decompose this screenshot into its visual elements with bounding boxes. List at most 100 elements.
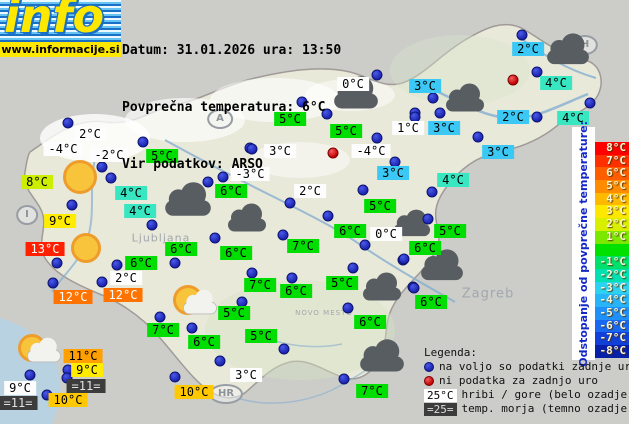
station-dot-blue xyxy=(584,97,596,109)
station-dot-blue xyxy=(427,92,439,104)
temp-label: 1°C xyxy=(392,121,424,135)
temp-label: 5°C xyxy=(218,306,250,320)
road-sign-a: A xyxy=(207,109,233,129)
road-sign-hr: HR xyxy=(208,384,244,404)
temp-label: 6°C xyxy=(334,224,366,238)
station-dot-blue xyxy=(398,253,410,265)
temp-label: 4°C xyxy=(557,111,589,125)
scale-block: 4°C xyxy=(595,192,629,206)
scale-title: Odstopanje od povprečne temperature: xyxy=(577,120,590,367)
station-dot-blue xyxy=(531,111,543,123)
temp-label: -2°C xyxy=(89,148,129,162)
header: Datum: 31.01.2026 ura: 13:50 Povprečna t… xyxy=(122,3,341,212)
scale-block: -7°C xyxy=(595,332,629,345)
legend-item: na voljo so podatki zadnje ure xyxy=(424,360,629,374)
station-dot-blue xyxy=(186,322,198,334)
temp-label: 3°C xyxy=(409,79,441,93)
temp-label: -4°C xyxy=(351,144,391,158)
station-dot-blue xyxy=(169,371,181,383)
station-dot-blue xyxy=(154,311,166,323)
temp-label: -4°C xyxy=(43,142,83,156)
station-dot-blue xyxy=(214,355,226,367)
legend-red-dot-icon xyxy=(424,376,434,386)
sun-icon xyxy=(71,233,101,263)
station-dot-blue xyxy=(96,161,108,173)
temp-label: 5°C xyxy=(326,276,358,290)
temp-label: 6°C xyxy=(220,246,252,260)
station-dot-blue xyxy=(137,136,149,148)
legend-items: na voljo so podatki zadnje ure ni podatka… xyxy=(424,360,629,416)
header-avg-temp-line: Povprečna temperatura: 6°C xyxy=(122,100,326,115)
sun-cloud-icon xyxy=(183,289,217,314)
scale-blocks: 8°C 7°C 6°C 5°C 4°C 3°C 2°C 1°C -1°C -2°C -3°C -4°C… xyxy=(595,141,629,358)
legend-item-text: temp. morja (temno ozadje) xyxy=(461,402,629,415)
station-dot-blue xyxy=(278,343,290,355)
temp-label: 4°C xyxy=(540,76,572,90)
cloud-icon xyxy=(360,339,404,372)
station-dot-blue xyxy=(426,186,438,198)
temp-label: 5°C xyxy=(330,124,362,138)
legend-item: ni podatka za zadnjo uro xyxy=(424,374,629,388)
temp-label: 5°C xyxy=(274,112,306,126)
station-dot-blue xyxy=(338,373,350,385)
temp-label: 9°C xyxy=(4,381,36,395)
temp-label: 6°C xyxy=(409,241,441,255)
scale-block: 8°C xyxy=(595,141,629,155)
temp-label: 12°C xyxy=(53,290,93,304)
scale-title-strip: Odstopanje od povprečne temperature: xyxy=(572,121,595,366)
cloud-icon xyxy=(228,203,266,232)
temp-label: =11= xyxy=(66,379,106,393)
temp-label: 6°C xyxy=(125,256,157,270)
temp-label: 10°C xyxy=(48,393,88,407)
temp-label: 6°C xyxy=(354,315,386,329)
station-dot-blue xyxy=(371,69,383,81)
station-dot-blue xyxy=(434,107,446,119)
station-dot-blue xyxy=(472,131,484,143)
cloud-icon xyxy=(446,83,484,112)
scale-block xyxy=(595,243,629,257)
cloud-icon xyxy=(363,272,401,301)
station-dot-blue xyxy=(96,276,108,288)
logo-link[interactable]: info www.informacije.si xyxy=(0,0,121,57)
station-dot-blue xyxy=(24,369,36,381)
temp-label: 4°C xyxy=(437,173,469,187)
temp-label: 7°C xyxy=(356,384,388,398)
header-date-line: Datum: 31.01.2026 ura: 13:50 xyxy=(122,43,342,58)
temp-label: =11= xyxy=(0,396,38,410)
temp-label: 5°C xyxy=(364,199,396,213)
station-dot-blue xyxy=(347,262,359,274)
station-dot-blue xyxy=(286,272,298,284)
temp-label: 3°C xyxy=(482,145,514,159)
station-dot-blue xyxy=(359,239,371,251)
scale-block: -2°C xyxy=(595,268,629,282)
station-dot-blue xyxy=(169,257,181,269)
station-dot-blue xyxy=(277,229,289,241)
temp-label: 3°C xyxy=(377,166,409,180)
station-dot-blue xyxy=(296,96,308,108)
header-source-line: Vir podatkov: ARSO xyxy=(122,157,263,172)
legend-item: =25= temp. morja (temno ozadje) xyxy=(424,402,629,416)
station-dot-blue xyxy=(202,176,214,188)
station-dot-blue xyxy=(47,277,59,289)
scale-block: 6°C xyxy=(595,167,629,181)
temp-label: 9°C xyxy=(71,363,103,377)
scale-block: -3°C xyxy=(595,281,629,295)
scale-block: 1°C xyxy=(595,230,629,244)
temp-label: 11°C xyxy=(63,349,103,363)
logo-stripes: info xyxy=(0,0,121,42)
scale-block: 5°C xyxy=(595,179,629,193)
temp-label: 6°C xyxy=(165,242,197,256)
legend-item-text: hribi / gore (belo ozadje) xyxy=(461,388,629,401)
temp-label: 2°C xyxy=(512,42,544,56)
city-label: Zagreb xyxy=(461,286,515,302)
legend-white-chip: 25°C xyxy=(424,388,457,402)
station-dot-blue xyxy=(408,282,420,294)
cloud-icon xyxy=(547,33,589,65)
station-dot-blue xyxy=(284,197,296,209)
station-dot-blue xyxy=(322,210,334,222)
temp-label: 6°C xyxy=(188,335,220,349)
scale-block: 2°C xyxy=(595,217,629,231)
temp-label: 0°C xyxy=(370,227,402,241)
temp-label: 3°C xyxy=(428,121,460,135)
scale-block: -1°C xyxy=(595,255,629,269)
